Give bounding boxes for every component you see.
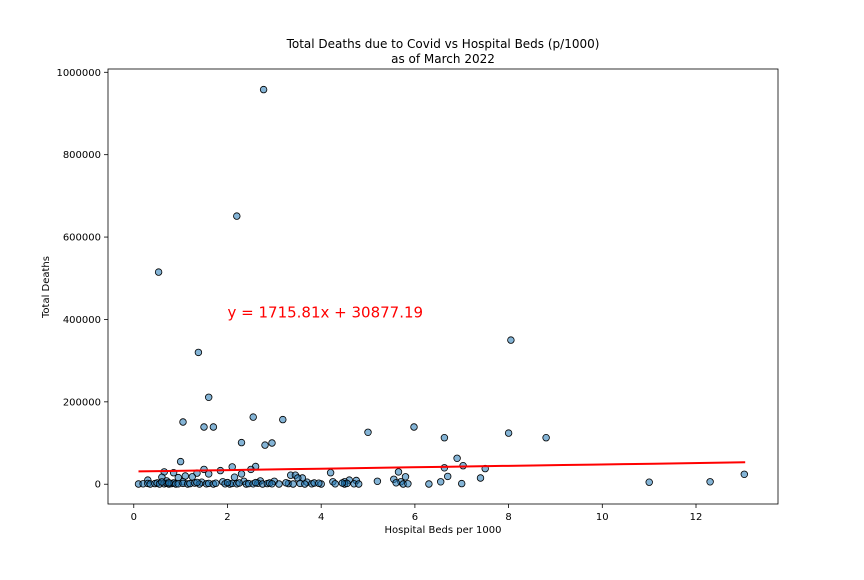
data-point bbox=[176, 457, 185, 466]
data-point bbox=[355, 480, 363, 488]
y-tick-label: 800000 bbox=[63, 150, 101, 161]
y-tick-label: 200000 bbox=[63, 397, 101, 408]
y-tick-label: 1000000 bbox=[56, 68, 101, 79]
data-point bbox=[193, 478, 201, 487]
data-point bbox=[289, 480, 297, 488]
data-point bbox=[645, 478, 653, 486]
data-point bbox=[154, 268, 163, 276]
data-point bbox=[373, 477, 382, 485]
data-point bbox=[453, 454, 461, 462]
data-point bbox=[440, 434, 449, 442]
data-point bbox=[282, 479, 290, 487]
data-point bbox=[437, 478, 445, 486]
regression-line bbox=[138, 461, 746, 473]
data-point bbox=[504, 429, 513, 437]
x-axis-label: Hospital Beds per 1000 bbox=[385, 525, 502, 536]
data-point bbox=[158, 478, 166, 486]
data-point bbox=[235, 479, 243, 487]
data-point bbox=[165, 479, 173, 487]
data-point bbox=[740, 470, 748, 478]
x-tick-label: 4 bbox=[318, 512, 324, 523]
data-point bbox=[301, 480, 309, 488]
y-tick-label: 600000 bbox=[63, 233, 101, 244]
data-point bbox=[268, 480, 276, 488]
data-point bbox=[251, 478, 260, 487]
data-point bbox=[200, 423, 208, 431]
plot-frame bbox=[107, 68, 779, 505]
data-point bbox=[194, 348, 203, 357]
data-point bbox=[444, 472, 452, 481]
data-point bbox=[404, 480, 412, 488]
chart-subtitle: as of March 2022 bbox=[391, 52, 495, 66]
x-tick-label: 6 bbox=[412, 512, 418, 523]
data-point bbox=[204, 470, 213, 478]
data-point bbox=[275, 480, 283, 488]
data-point bbox=[268, 439, 276, 447]
data-point bbox=[204, 393, 213, 401]
axes: 0 2 4 6 8 10 12 0 200000 400000 600000 800000 100000… bbox=[56, 68, 702, 523]
data-point bbox=[425, 480, 433, 488]
x-tick-label: 8 bbox=[505, 512, 511, 523]
data-point bbox=[230, 473, 239, 481]
data-point bbox=[237, 438, 246, 447]
data-point bbox=[212, 479, 220, 487]
chart-title: Total Deaths due to Covid vs Hospital Be… bbox=[286, 37, 600, 51]
data-point bbox=[338, 479, 346, 487]
data-point bbox=[223, 478, 232, 487]
plot-area bbox=[134, 85, 748, 488]
data-point bbox=[237, 470, 246, 478]
x-tick-label: 2 bbox=[224, 512, 230, 523]
data-point bbox=[188, 473, 196, 481]
x-tick-label: 0 bbox=[131, 512, 137, 523]
data-point bbox=[364, 428, 372, 436]
data-point bbox=[209, 423, 218, 431]
data-point bbox=[392, 479, 400, 487]
data-point bbox=[476, 474, 485, 482]
data-point bbox=[542, 434, 550, 442]
data-point bbox=[410, 423, 418, 431]
data-point bbox=[259, 85, 268, 94]
data-point bbox=[706, 478, 714, 486]
data-point bbox=[458, 479, 466, 488]
y-tick-label: 400000 bbox=[63, 315, 101, 326]
data-point bbox=[315, 479, 323, 487]
data-point bbox=[507, 336, 515, 344]
x-tick-label: 10 bbox=[596, 512, 609, 523]
data-point bbox=[179, 418, 187, 426]
data-point bbox=[249, 413, 257, 421]
data-point bbox=[261, 441, 269, 449]
data-point bbox=[331, 480, 339, 488]
data-point bbox=[394, 468, 403, 476]
data-point bbox=[401, 473, 410, 481]
y-tick-label: 0 bbox=[95, 480, 101, 491]
y-axis-label: Total Deaths bbox=[41, 256, 52, 319]
regression-equation-annotation: y = 1715.81x + 30877.19 bbox=[228, 303, 424, 321]
data-point bbox=[233, 212, 241, 220]
data-point bbox=[326, 469, 335, 477]
x-tick-label: 12 bbox=[690, 512, 703, 523]
data-point bbox=[279, 415, 287, 424]
